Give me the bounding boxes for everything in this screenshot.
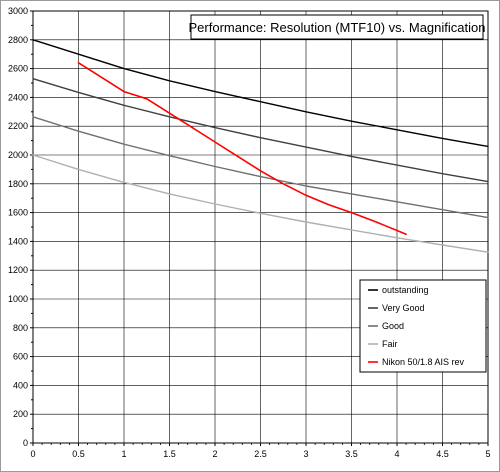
x-tick-label: 0.5 [72, 449, 85, 459]
y-tick-label: 2400 [8, 92, 28, 102]
y-tick-label: 200 [13, 409, 28, 419]
y-axis-ticks: 0 200 400 600 800 1000 1200 1400 1600 1800 2000 220… [8, 6, 33, 448]
y-tick-label: 800 [13, 323, 28, 333]
series-line-very-good [32, 77, 489, 183]
y-tick-label: 2800 [8, 35, 28, 45]
x-tick-label: 1.5 [163, 449, 176, 459]
x-tick-label: 3 [303, 449, 308, 459]
x-tick-label: 2 [212, 449, 217, 459]
y-tick-label: 2000 [8, 150, 28, 160]
x-tick-label: 5 [485, 449, 490, 459]
series-line-nikon-50-1-8-ais-rev [77, 61, 407, 235]
legend: outstanding Very Good Good Fair Nikon 50/1.8… [359, 279, 487, 373]
x-tick-label: 2.5 [254, 449, 267, 459]
x-axis-ticks: 0 0.5 1 1.5 2 2.5 3 3.5 4 4.5 5 [30, 443, 491, 459]
chart-title-text: Performance: Resolution (MTF10) vs. Magn… [189, 20, 486, 35]
y-tick-label: 1200 [8, 265, 28, 275]
y-tick-label: 3000 [8, 6, 28, 16]
title-box [190, 14, 484, 40]
x-tick-label: 0 [30, 449, 35, 459]
legend-box [359, 279, 487, 373]
y-tick-label: 600 [13, 352, 28, 362]
series-line-fair [32, 154, 489, 253]
series-line-outstanding [32, 39, 489, 148]
y-tick-label: 1800 [8, 179, 28, 189]
y-tick-label: 400 [13, 380, 28, 390]
y-tick-label: 2600 [8, 64, 28, 74]
chart-title: Performance: Resolution (MTF10) vs. Magn… [189, 14, 486, 40]
y-tick-label: 1600 [8, 208, 28, 218]
y-tick-label: 2200 [8, 121, 28, 131]
legend-label: Fair [382, 339, 398, 349]
y-tick-label: 1400 [8, 236, 28, 246]
x-tick-label: 3.5 [345, 449, 358, 459]
x-tick-label: 1 [121, 449, 126, 459]
legend-label: Very Good [382, 303, 425, 313]
y-tick-label: 1000 [8, 294, 28, 304]
legend-label: outstanding [382, 285, 429, 295]
series-group [32, 39, 489, 253]
x-tick-label: 4 [394, 449, 399, 459]
y-tick-label: 0 [23, 438, 28, 448]
x-tick-label: 4.5 [436, 449, 449, 459]
legend-label: Good [382, 321, 404, 331]
legend-label: Nikon 50/1.8 AIS rev [382, 357, 465, 367]
series-line-good [32, 116, 489, 219]
